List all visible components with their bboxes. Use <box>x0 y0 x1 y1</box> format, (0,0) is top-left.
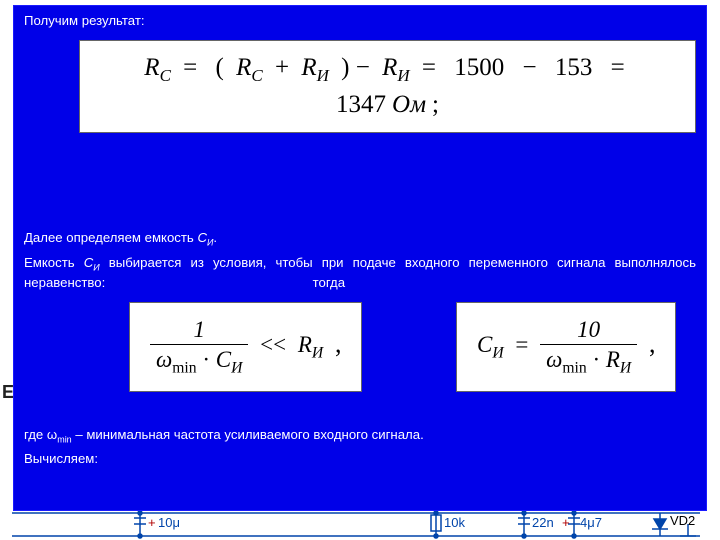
text-compute: Вычисляем: <box>24 450 696 468</box>
eq3: CИ = 10 ωmin · RИ , <box>456 302 676 392</box>
text-next-define: Далее определяем емкость CИ. <box>24 229 696 249</box>
eq2-container: 1 ωmin · CИ << RИ , <box>129 302 362 392</box>
bg-c-4u7: 4μ7 <box>580 515 602 530</box>
bg-c-10u: 10μ <box>158 515 180 530</box>
eq3-container: CИ = 10 ωmin · RИ , <box>456 302 676 392</box>
bg-r-10k: 10k <box>444 515 465 530</box>
bg-vd2: VD2 <box>670 513 695 528</box>
eq1: RC = ( RC + RИ ) − RИ = 1500 − 153 = 134… <box>79 40 696 133</box>
eq2: 1 ωmin · CИ << RИ , <box>129 302 362 392</box>
eq1-container: RC = ( RC + RИ ) − RИ = 1500 − 153 = 134… <box>79 40 696 133</box>
text-result-header: Получим результат: <box>24 12 696 30</box>
bg-c-22n: 22n <box>532 515 554 530</box>
eq-row: 1 ωmin · CИ << RИ , CИ = <box>24 296 696 426</box>
text-condition: Емкость CИ выбирается из условия, чтобы … <box>24 254 696 292</box>
spacer-1 <box>24 143 696 229</box>
bg-plus-10u: + <box>148 515 156 530</box>
canvas: E <box>0 0 720 540</box>
text-where: где ωmin – минимальная частота усиливаем… <box>24 426 696 446</box>
bg-plus-4u7: + <box>562 515 570 530</box>
content-panel: Получим результат: RC = ( RC + RИ ) − RИ… <box>13 5 707 511</box>
